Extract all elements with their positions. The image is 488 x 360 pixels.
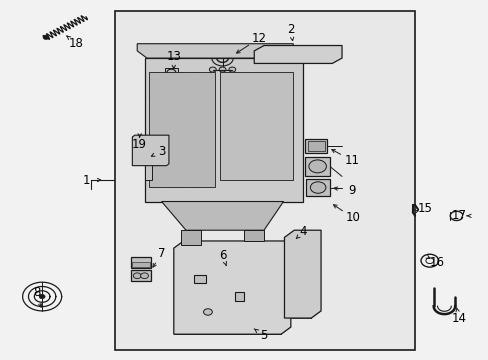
FancyBboxPatch shape [298, 49, 310, 55]
Text: 12: 12 [251, 32, 266, 45]
Circle shape [141, 273, 148, 279]
Text: 15: 15 [417, 202, 431, 215]
Text: 3: 3 [158, 145, 165, 158]
Text: 17: 17 [450, 210, 466, 222]
FancyBboxPatch shape [275, 55, 287, 60]
Circle shape [209, 67, 216, 72]
Circle shape [150, 94, 158, 101]
Polygon shape [284, 230, 321, 318]
Circle shape [177, 102, 184, 108]
Polygon shape [254, 45, 341, 63]
Text: 2: 2 [286, 23, 294, 36]
Text: 6: 6 [218, 249, 226, 262]
Text: 13: 13 [166, 50, 181, 63]
FancyBboxPatch shape [244, 230, 264, 241]
FancyBboxPatch shape [234, 292, 244, 301]
Polygon shape [149, 72, 215, 187]
Text: 18: 18 [69, 37, 83, 50]
Text: 8: 8 [34, 287, 41, 300]
Circle shape [203, 309, 212, 315]
FancyBboxPatch shape [254, 45, 268, 53]
Text: 1: 1 [82, 174, 90, 186]
Circle shape [158, 102, 165, 108]
Text: 16: 16 [429, 256, 444, 269]
FancyBboxPatch shape [193, 275, 205, 283]
Text: 7: 7 [158, 247, 165, 260]
FancyBboxPatch shape [151, 144, 180, 173]
Circle shape [183, 94, 192, 101]
Circle shape [133, 273, 141, 279]
FancyBboxPatch shape [305, 157, 329, 176]
Circle shape [166, 69, 175, 76]
Circle shape [308, 160, 326, 173]
Text: 5: 5 [260, 329, 267, 342]
FancyBboxPatch shape [131, 270, 151, 281]
FancyBboxPatch shape [115, 12, 414, 350]
Polygon shape [220, 72, 293, 180]
FancyBboxPatch shape [164, 68, 178, 74]
FancyBboxPatch shape [305, 139, 327, 153]
Circle shape [219, 67, 225, 72]
Polygon shape [137, 44, 293, 58]
FancyBboxPatch shape [181, 230, 200, 244]
FancyBboxPatch shape [176, 45, 190, 53]
FancyBboxPatch shape [307, 140, 325, 151]
Text: 9: 9 [347, 184, 355, 197]
Text: 10: 10 [345, 211, 360, 224]
Polygon shape [173, 241, 290, 334]
FancyBboxPatch shape [131, 257, 151, 268]
Polygon shape [144, 58, 303, 202]
FancyBboxPatch shape [132, 262, 150, 267]
FancyBboxPatch shape [154, 45, 168, 53]
FancyBboxPatch shape [144, 144, 152, 180]
Text: 4: 4 [299, 225, 306, 238]
Circle shape [310, 182, 325, 193]
Text: 14: 14 [450, 311, 466, 325]
Polygon shape [161, 202, 283, 230]
Circle shape [43, 35, 49, 40]
Polygon shape [132, 135, 168, 166]
Text: 11: 11 [344, 154, 359, 167]
Circle shape [228, 67, 235, 72]
Circle shape [39, 294, 45, 299]
Text: 19: 19 [132, 138, 147, 150]
FancyBboxPatch shape [306, 179, 329, 196]
